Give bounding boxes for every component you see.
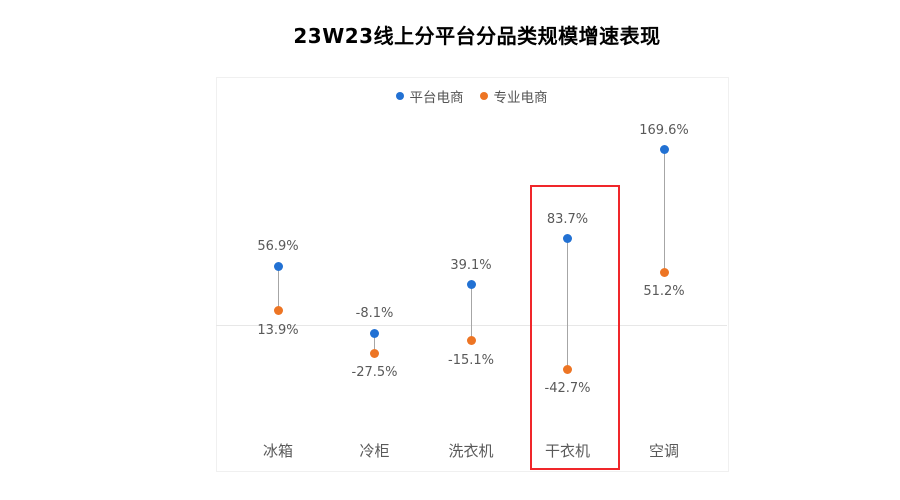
- data-label: -15.1%: [448, 352, 494, 368]
- data-point-冰箱-专业电商: [273, 306, 283, 316]
- axis-category-label: 洗衣机: [448, 442, 494, 460]
- data-label: -27.5%: [351, 365, 398, 381]
- chart-title: 23W23线上分平台分品类规模增速表现: [293, 24, 661, 48]
- data-point-洗衣机-平台电商: [466, 280, 476, 290]
- legend-label: 专业电商: [493, 90, 548, 106]
- legend-label: 平台电商: [409, 90, 464, 106]
- data-point-干衣机-平台电商: [563, 234, 572, 244]
- data-point-干衣机-专业电商: [563, 364, 572, 374]
- data-label: 13.9%: [257, 322, 299, 338]
- legend-item-1: 平台电商: [395, 86, 464, 106]
- legend-marker-icon: [479, 92, 488, 100]
- data-label: -42.7%: [544, 381, 591, 397]
- data-point-冷柜-平台电商: [370, 328, 379, 338]
- connector-line: [663, 149, 665, 273]
- data-label: 39.1%: [450, 257, 492, 273]
- data-point-空调-专业电商: [659, 267, 669, 277]
- axis-category-label: 空调: [648, 442, 679, 460]
- data-point-空调-平台电商: [659, 145, 669, 155]
- axis-category-label: 冰箱: [262, 442, 293, 460]
- data-point-冷柜-专业电商: [370, 348, 379, 358]
- highlight-rectangle: [529, 185, 620, 470]
- connector-line: [374, 333, 375, 354]
- plot-area: [216, 77, 729, 472]
- chart-legend: 平台电商 专业电商: [216, 86, 727, 106]
- data-label: 169.6%: [639, 122, 689, 138]
- data-label: 51.2%: [643, 284, 685, 300]
- axis-category-label: 干衣机: [544, 442, 590, 460]
- data-label: 83.7%: [546, 211, 589, 227]
- data-point-洗衣机-专业电商: [466, 336, 476, 346]
- connector-line: [567, 238, 568, 370]
- connector-line: [277, 266, 279, 311]
- legend-marker-icon: [395, 92, 404, 100]
- data-point-冰箱-平台电商: [273, 261, 283, 271]
- data-label: 56.9%: [257, 239, 299, 255]
- zero-baseline: [216, 325, 727, 326]
- data-label: -8.1%: [355, 306, 394, 322]
- connector-line: [470, 284, 472, 341]
- legend-item-2: 专业电商: [479, 86, 548, 106]
- axis-category-label: 冷柜: [359, 442, 390, 460]
